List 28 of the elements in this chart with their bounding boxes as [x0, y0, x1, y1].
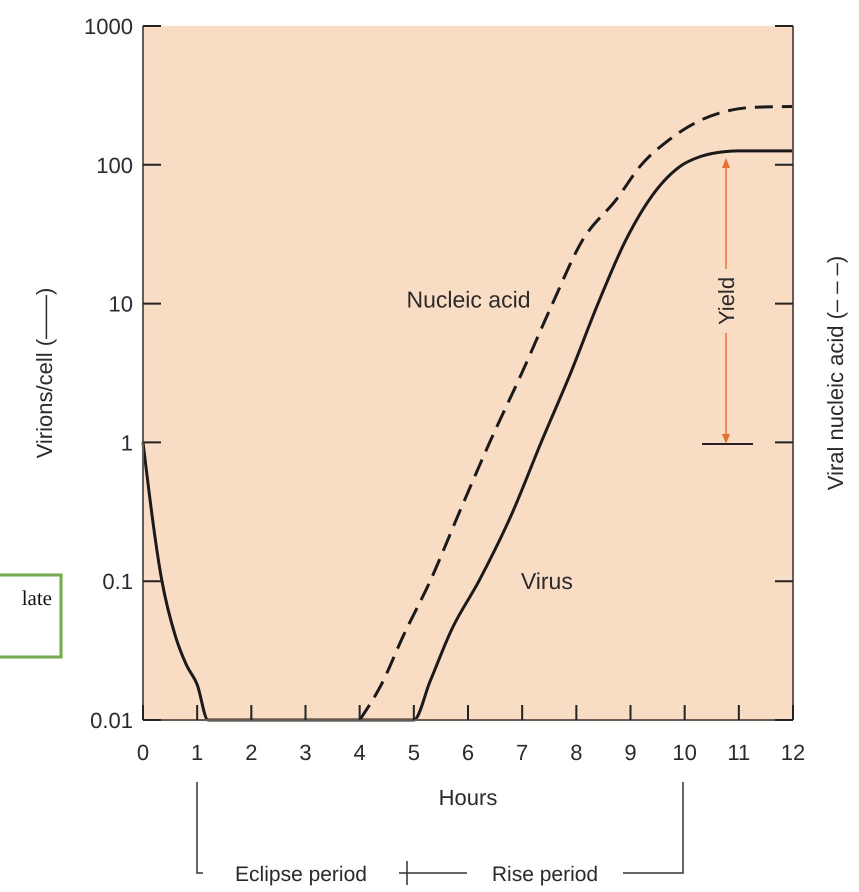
- y2-axis-title: Viral nucleic acid (– – –): [823, 256, 848, 490]
- y-tick-label: 1: [120, 430, 133, 456]
- series-label: Virus: [520, 568, 573, 594]
- x-tick-label: 11: [727, 740, 750, 765]
- x-tick-label: 2: [245, 740, 258, 765]
- y-tick-label: 1000: [84, 14, 133, 39]
- x-axis-title: Hours: [438, 785, 498, 810]
- text: Rise period: [492, 863, 598, 886]
- y-tick-label: 100: [96, 152, 133, 178]
- x-tick-label: 12: [780, 740, 806, 765]
- x-tick-label: 4: [354, 740, 366, 765]
- x-tick-label: 1: [191, 740, 204, 765]
- series-label: Nucleic acid: [406, 286, 530, 313]
- x-tick-label: 7: [516, 740, 528, 765]
- x-tick-label: 0: [136, 740, 150, 765]
- y-axis-title: Virions/cell (——): [32, 288, 57, 458]
- text: late: [22, 586, 52, 610]
- y-tick-label: 0.01: [90, 708, 133, 733]
- y-tick-label: 0.1: [102, 569, 133, 594]
- text: Eclipse period: [235, 863, 367, 886]
- x-tick-label: 3: [299, 740, 312, 765]
- annotation: Yield: [714, 276, 739, 326]
- x-tick-label: 8: [570, 740, 582, 765]
- x-tick-label: 5: [408, 740, 420, 765]
- x-tick-label: 10: [672, 740, 697, 765]
- x-tick-label: 9: [624, 740, 637, 765]
- y-tick-label: 10: [108, 292, 133, 317]
- x-tick-label: 6: [462, 740, 474, 765]
